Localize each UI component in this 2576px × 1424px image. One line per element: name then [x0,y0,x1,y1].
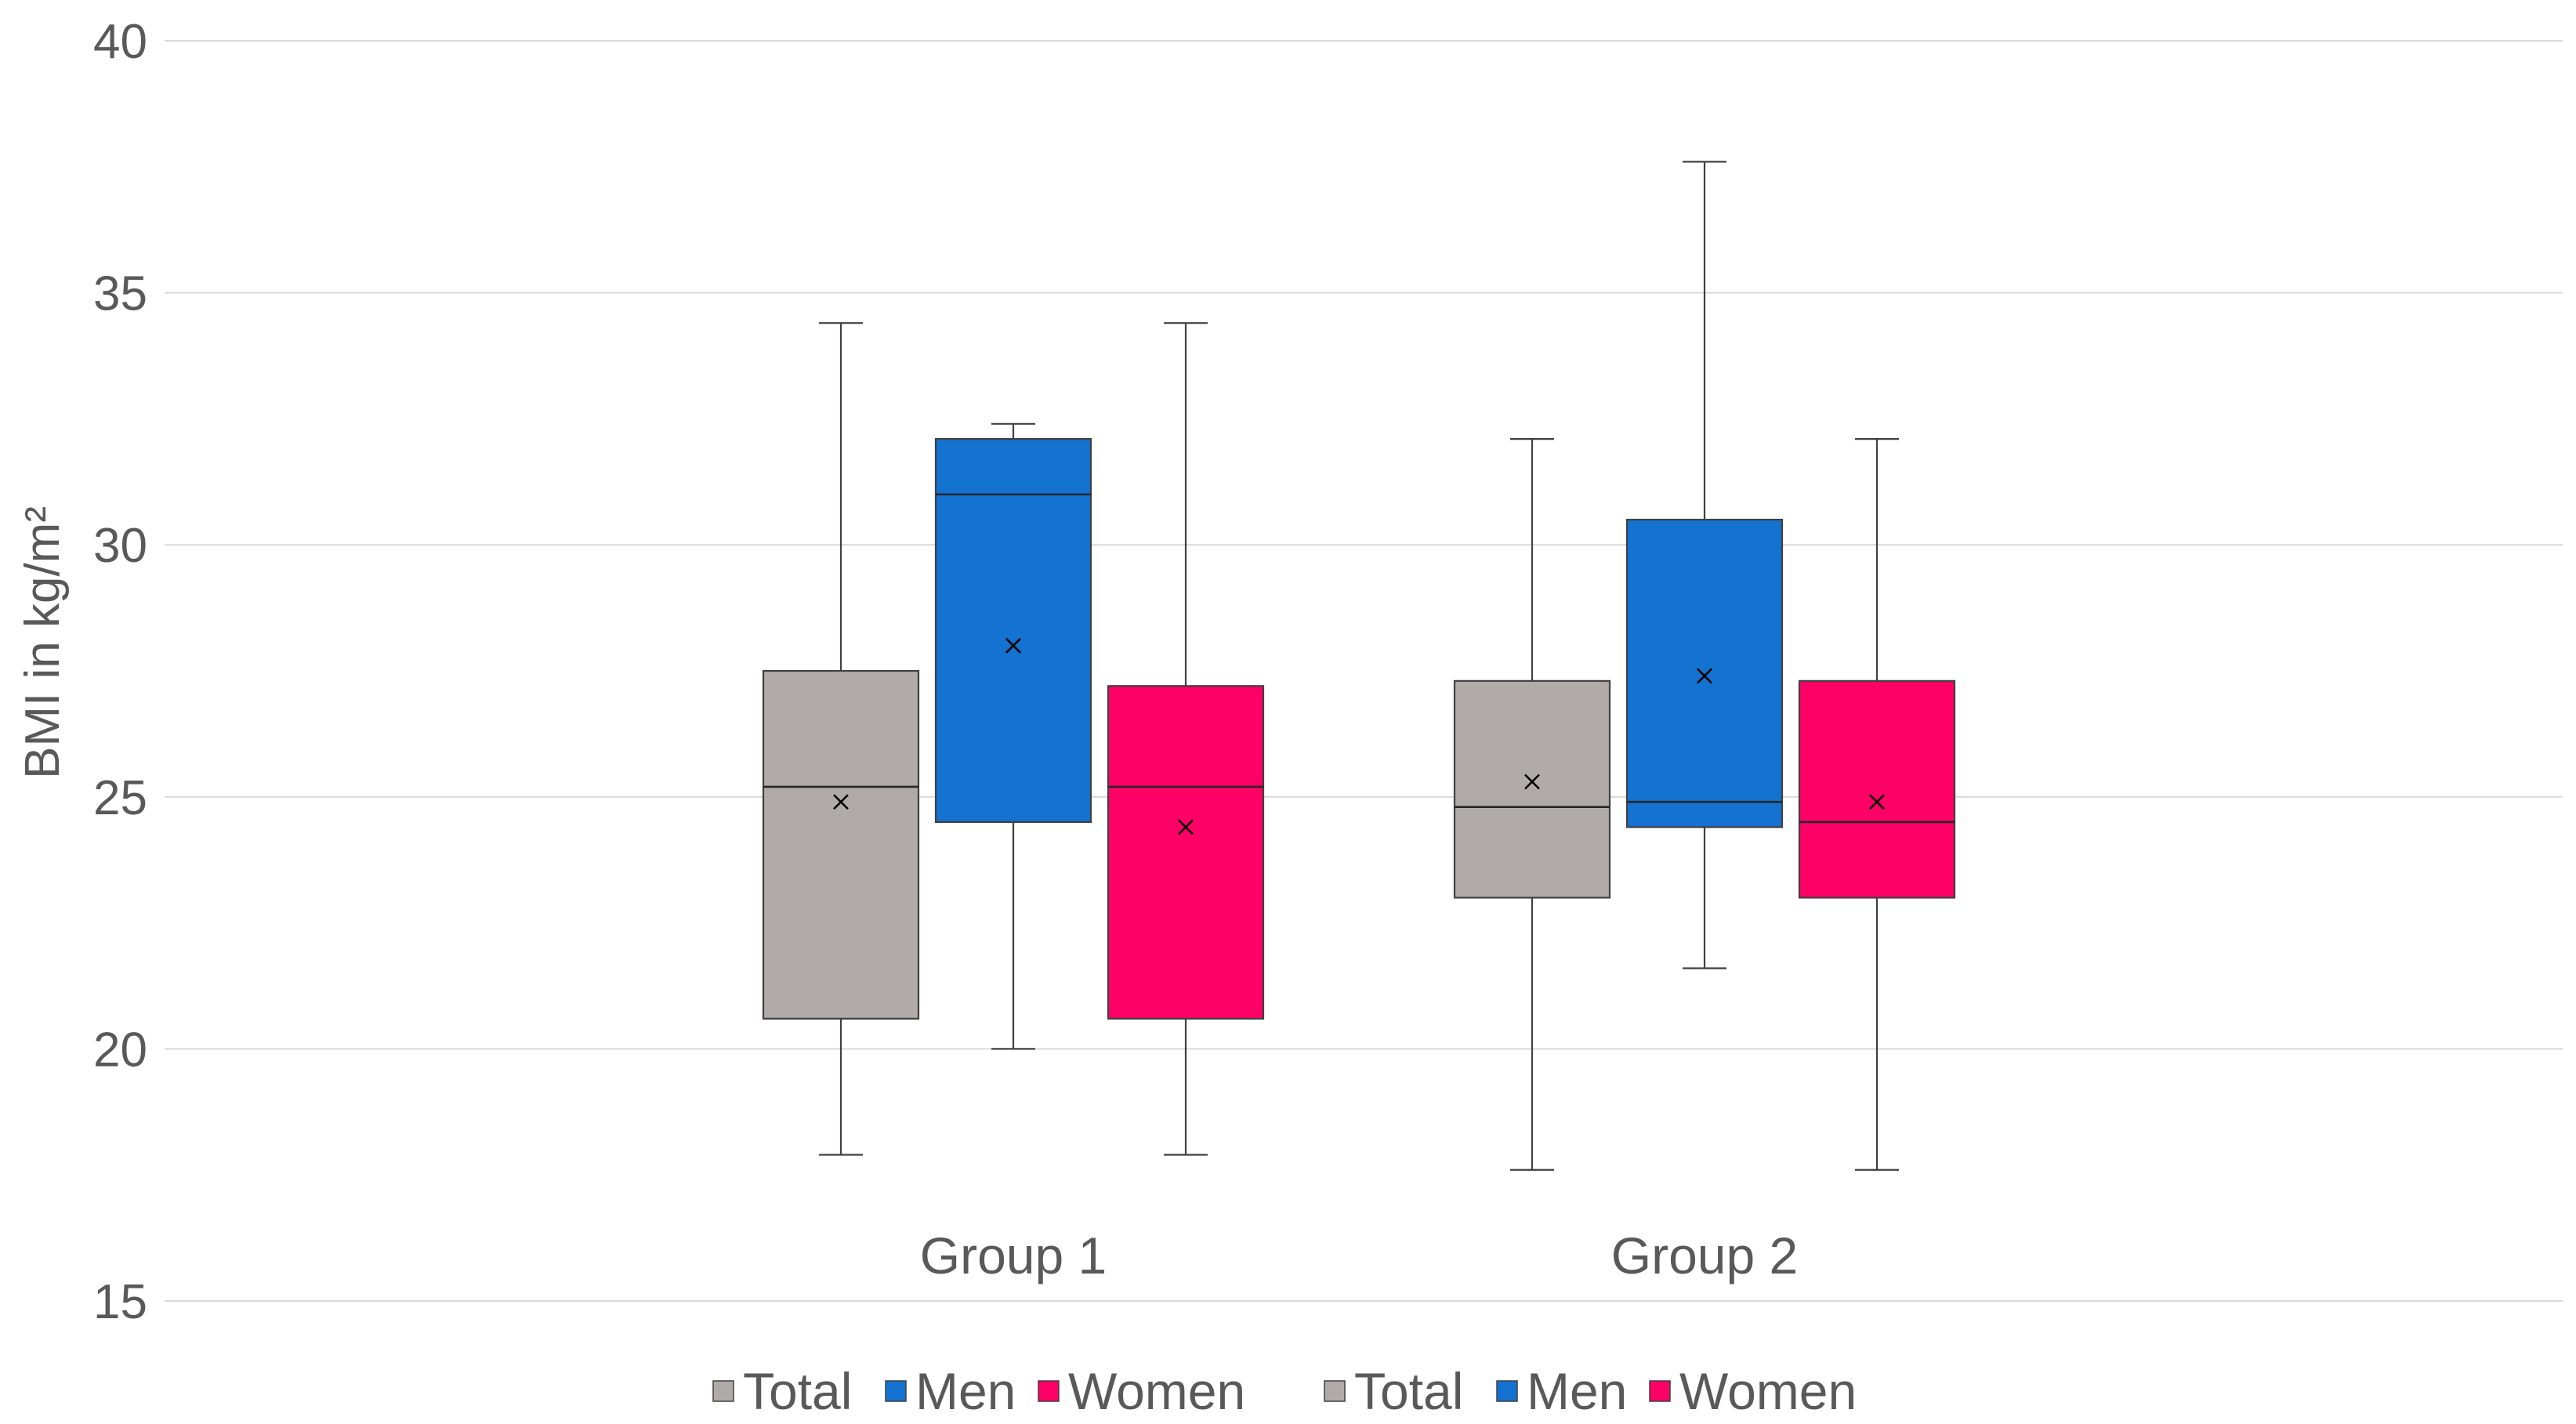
category-label: Group 2 [1611,1227,1798,1284]
legend-item-men: Men [1496,1362,1627,1420]
box-iqr [1453,679,1611,899]
box-iqr [1107,685,1265,1020]
box-iqr [762,669,920,1020]
box-total-group-1 [762,322,920,1156]
mean-marker [833,794,849,810]
legend-item-women: Women [1649,1362,1857,1420]
boxes [762,161,1956,1171]
y-tick-label: 15 [93,1275,147,1329]
legend-label: Men [915,1362,1016,1420]
box-iqr [1798,679,1956,899]
legend-swatch [1038,1380,1060,1402]
category-label: Group 1 [920,1227,1107,1284]
legend-label: Women [1068,1362,1245,1420]
y-tick-label: 25 [93,771,147,825]
legend-item-men: Men [885,1362,1016,1420]
legend-swatch [1496,1380,1518,1402]
legend-item-total: Total [712,1362,852,1420]
legend: Total Men Women Total Men Women [712,1362,1857,1420]
y-tick-label: 40 [93,15,147,69]
box-total-group-2 [1453,438,1611,1171]
legend-item-women: Women [1038,1362,1245,1420]
y-tick-label: 20 [93,1023,147,1077]
y-tick-label: 30 [93,519,147,573]
mean-marker [1869,794,1885,810]
box-men-group-1 [934,422,1092,1050]
mean-marker [1697,668,1712,684]
legend-label: Women [1679,1362,1857,1420]
mean-marker [1524,774,1540,790]
legend-swatch [885,1380,907,1402]
legend-label: Total [743,1362,852,1420]
legend-swatch [712,1380,734,1402]
gridlines [165,40,2563,1302]
box-men-group-2 [1625,161,1784,969]
box-iqr [1625,518,1784,828]
mean-marker [1178,819,1194,835]
legend-swatch [1324,1380,1346,1402]
legend-swatch [1649,1380,1671,1402]
y-axis-ticks: 15 20 25 30 35 40 [93,15,147,1329]
category-labels: Group 1 Group 2 [920,1227,1798,1284]
box-iqr [934,438,1092,824]
legend-item-total: Total [1324,1362,1463,1420]
y-axis-label: BMI in kg/m² [16,506,70,779]
mean-marker [1005,637,1021,654]
y-tick-label: 35 [93,267,147,321]
legend-label: Men [1527,1362,1627,1420]
box-women-group-2 [1798,438,1956,1171]
legend-label: Total [1354,1362,1463,1420]
box-women-group-1 [1107,322,1265,1156]
